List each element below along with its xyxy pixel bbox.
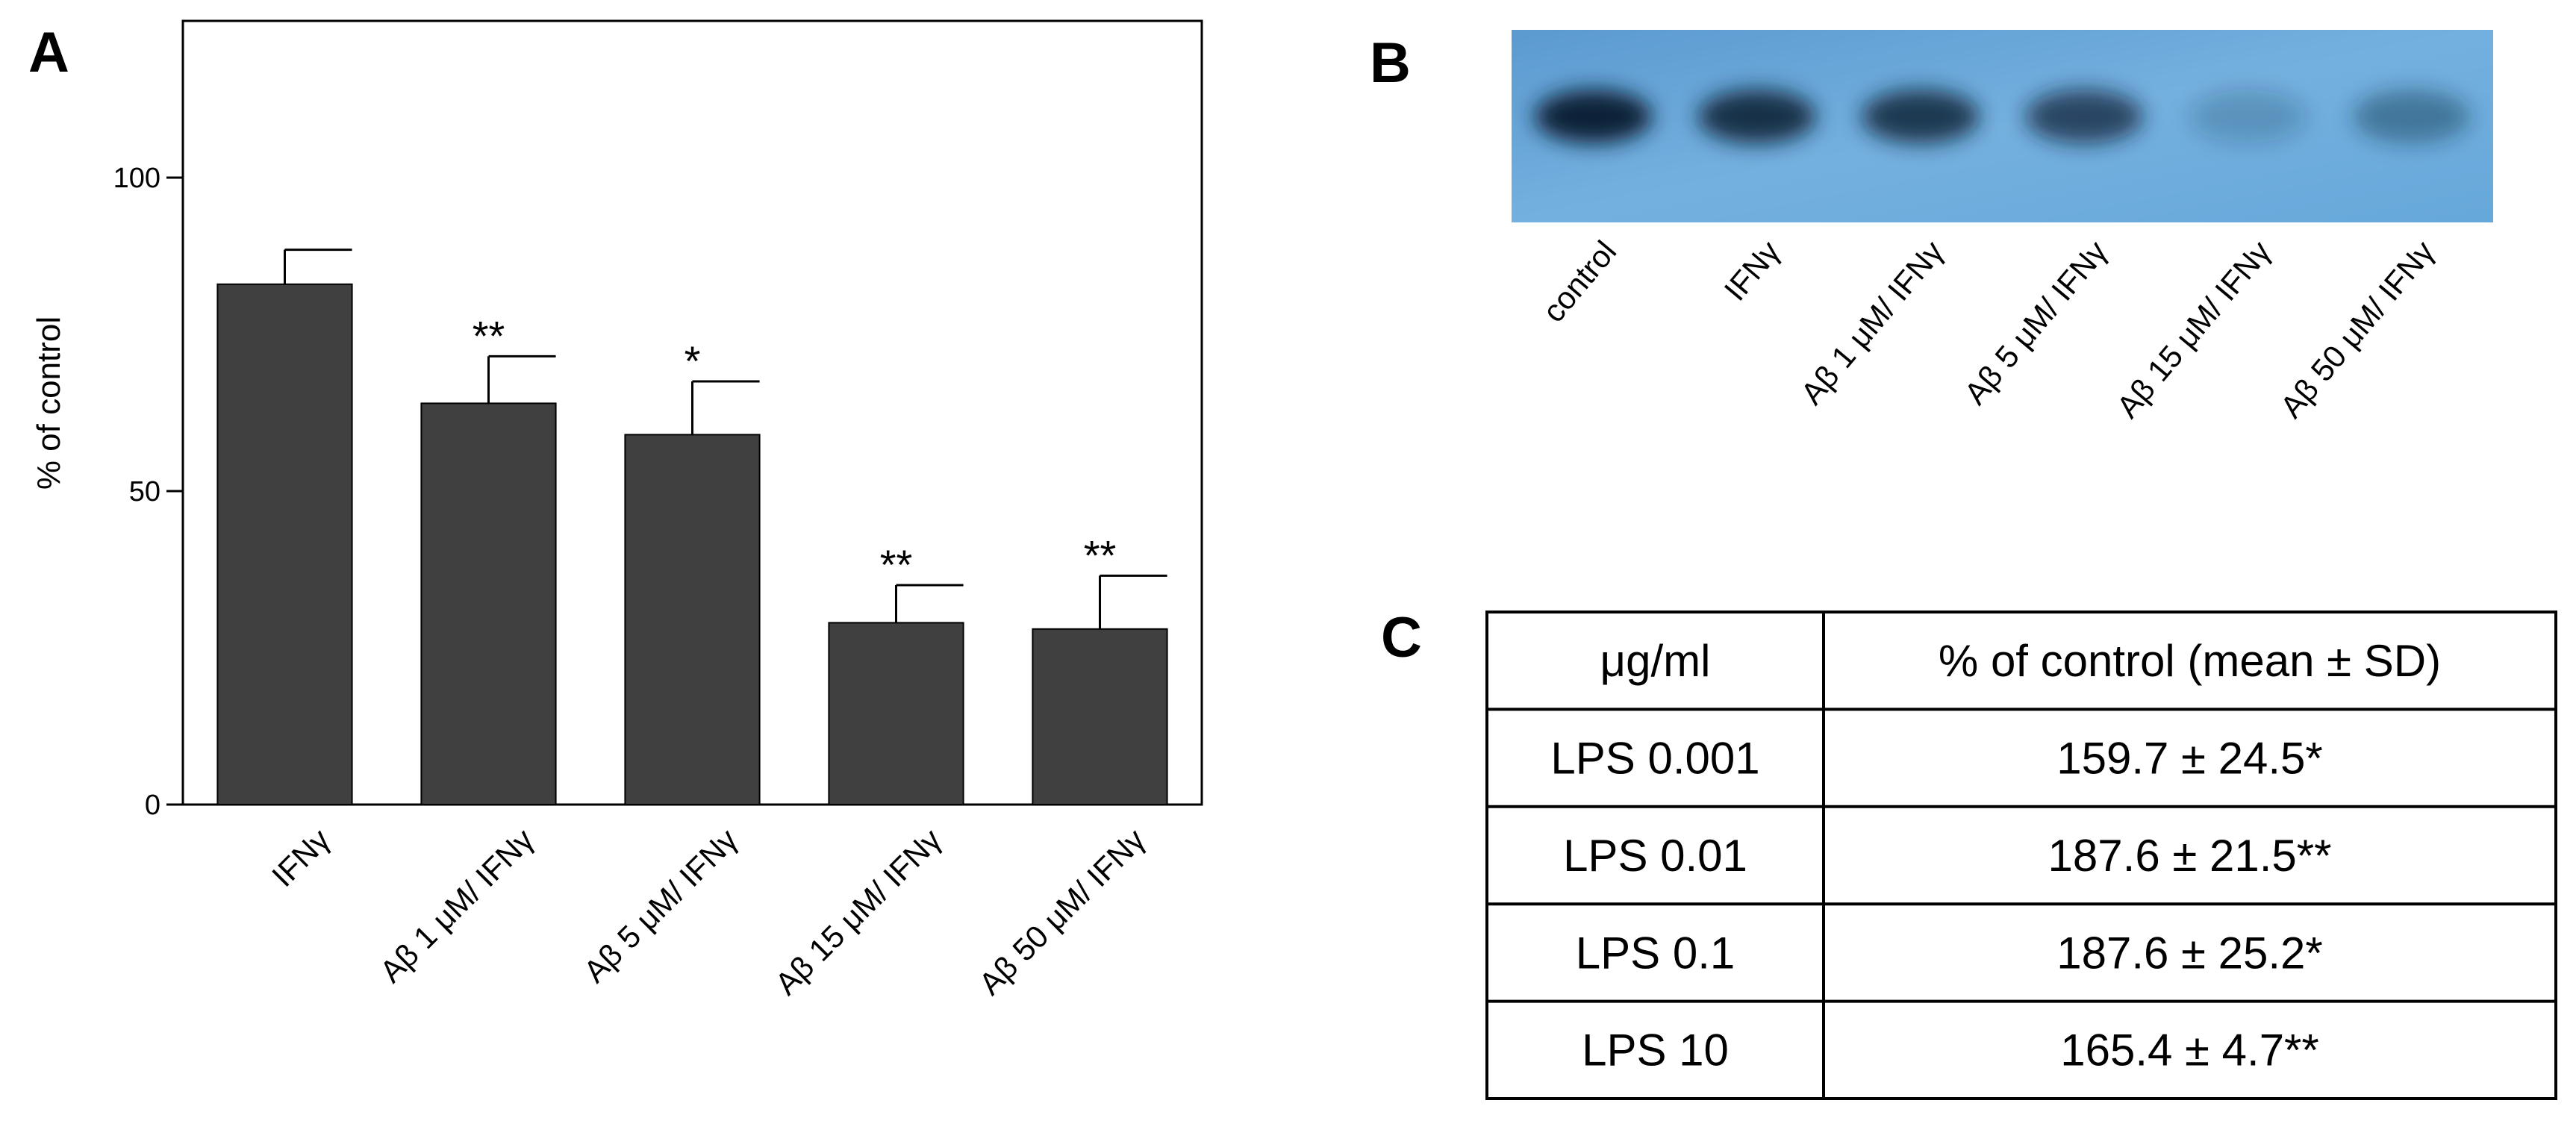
- panel-a-label: A: [28, 21, 69, 84]
- table-border: [1485, 611, 2557, 1100]
- blot-band-3: [2025, 90, 2143, 144]
- table-cell-2-0: LPS 0.01: [1563, 831, 1747, 881]
- lane-labels: control IFNγ Aβ 1 μM/ IFNγ Aβ 5 μM/ IFNγAβ …: [1535, 234, 2441, 425]
- bar-4: [1032, 628, 1168, 805]
- category-label-1: Aβ 1 μM/ IFNγ: [373, 822, 540, 989]
- significance-mark-4: **: [1084, 531, 1117, 578]
- category-label-3: Aβ 15 μM/ IFNγ: [768, 822, 948, 1002]
- y-tick-label-1: 50: [129, 476, 160, 508]
- table-cell-3-1: 187.6 ± 25.2*: [2056, 928, 2323, 978]
- category-label-2: Aβ 5 μM/ IFNγ: [577, 822, 744, 989]
- bars: [216, 283, 1168, 806]
- category-labels: IFNγ Aβ 1 μM/ IFNγ Aβ 5 μM/ IFNγ Aβ 15 μM/ …: [265, 822, 1152, 1002]
- table-cell-4-0: LPS 10: [1582, 1025, 1729, 1075]
- y-axis-ticks: 0 50 100: [113, 163, 183, 821]
- category-label-4: Aβ 50 μM/ IFNγ: [972, 822, 1152, 1002]
- blot-band-2: [1862, 90, 1980, 144]
- table-cell-1-1: 159.7 ± 24.5*: [2056, 733, 2323, 783]
- blot-bands: [1534, 90, 2471, 144]
- y-axis-label: % of control: [31, 316, 67, 490]
- panel-b-label: B: [1370, 31, 1411, 95]
- table-header-cell-0: μg/ml: [1600, 636, 1711, 686]
- significance-marks: ***** **: [473, 312, 1117, 588]
- lps-table: μg/ml % of control (mean ± SD) LPS 0.001 15…: [1485, 611, 2557, 1100]
- blot-band-0: [1534, 90, 1653, 144]
- table-cell-4-1: 165.4 ± 4.7**: [2060, 1025, 2319, 1075]
- bar-0: [216, 283, 353, 805]
- y-tick-label-2: 100: [113, 163, 160, 194]
- blot-band-1: [1697, 90, 1816, 144]
- lane-label-1: IFNγ: [1718, 234, 1787, 307]
- lane-label-2: Aβ 1 μM/ IFNγ: [1794, 234, 1950, 411]
- blot-band-4: [2189, 90, 2307, 144]
- table-cell-1-0: LPS 0.001: [1550, 733, 1759, 783]
- table-header-cell-1: % of control (mean ± SD): [1939, 636, 2441, 686]
- significance-mark-2: *: [684, 337, 701, 384]
- panel-c-label: C: [1381, 606, 1422, 669]
- blot-membrane: [1512, 30, 2493, 222]
- bar-1: [420, 402, 557, 805]
- lane-label-4: Aβ 15 μM/ IFNγ: [2109, 234, 2277, 425]
- table-cell-3-0: LPS 0.1: [1576, 928, 1735, 978]
- lane-label-3: Aβ 5 μM/ IFNγ: [1957, 234, 2114, 411]
- category-label-0: IFNγ: [265, 822, 337, 893]
- table-cell-2-1: 187.6 ± 21.5**: [2048, 831, 2332, 881]
- significance-mark-3: **: [880, 541, 913, 588]
- error-bars: [284, 249, 1167, 629]
- bar-3: [828, 622, 964, 806]
- y-tick-label-0: 0: [145, 790, 160, 821]
- table-rows: μg/ml % of control (mean ± SD) LPS 0.001 15…: [1487, 636, 2556, 1075]
- bar-2: [624, 434, 761, 806]
- western-blot: control IFNγ Aβ 1 μM/ IFNγ Aβ 5 μM/ IFNγAβ …: [1512, 30, 2493, 425]
- lane-label-0: control: [1535, 234, 1623, 329]
- significance-mark-1: **: [473, 312, 505, 359]
- blot-band-5: [2352, 90, 2471, 144]
- lane-label-5: Aβ 50 μM/ IFNγ: [2274, 234, 2442, 425]
